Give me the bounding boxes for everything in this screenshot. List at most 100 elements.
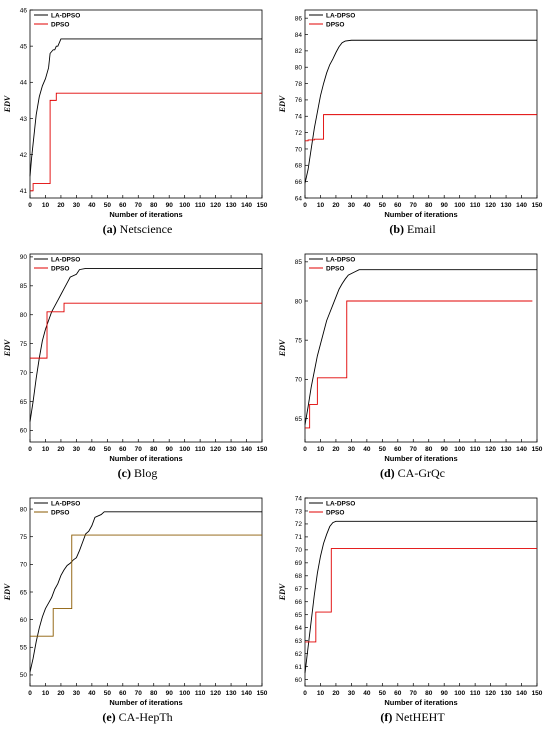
y-axis-label: EDV bbox=[278, 583, 287, 601]
panel-dataset-name: CA-HepTh bbox=[115, 710, 173, 724]
x-tick-label: 30 bbox=[348, 202, 356, 209]
x-tick-label: 130 bbox=[501, 446, 512, 453]
x-tick-label: 140 bbox=[516, 690, 527, 697]
x-tick-label: 40 bbox=[88, 202, 96, 209]
y-tick-label: 70 bbox=[295, 146, 303, 153]
chart-panel-5: 0 10 20 30 40 50 60 70 80 90 100 110 120 130 140 150 50 5… bbox=[0, 488, 275, 728]
x-tick-label: 150 bbox=[532, 690, 543, 697]
x-tick-label: 10 bbox=[42, 202, 50, 209]
legend-label: LA-DPSO bbox=[51, 12, 80, 19]
y-tick-label: 60 bbox=[20, 617, 28, 624]
y-tick-label: 68 bbox=[295, 573, 303, 580]
x-tick-label: 40 bbox=[363, 690, 371, 697]
panel-caption: (e) CA-HepTh bbox=[0, 710, 275, 725]
x-tick-label: 150 bbox=[532, 202, 543, 209]
x-axis-label: Number of iterations bbox=[384, 454, 457, 463]
y-tick-label: 84 bbox=[295, 32, 303, 39]
x-tick-label: 20 bbox=[57, 202, 65, 209]
x-tick-label: 120 bbox=[210, 446, 221, 453]
x-tick-label: 20 bbox=[57, 446, 65, 453]
x-tick-label: 110 bbox=[470, 690, 481, 697]
panel-label: (c) bbox=[117, 466, 131, 480]
y-tick-label: 75 bbox=[20, 341, 28, 348]
y-tick-label: 66 bbox=[295, 599, 303, 606]
panel-label: (b) bbox=[389, 222, 404, 236]
x-tick-label: 0 bbox=[28, 202, 32, 209]
y-axis-label: EDV bbox=[3, 95, 12, 113]
y-tick-label: 90 bbox=[20, 254, 28, 261]
y-tick-label: 61 bbox=[295, 664, 303, 671]
series-line-dpso bbox=[30, 302, 262, 359]
panel-caption: (d) CA-GrQc bbox=[275, 466, 550, 481]
legend-label: LA-DPSO bbox=[51, 256, 80, 263]
panel-dataset-name: Blog bbox=[130, 466, 158, 480]
plot-frame bbox=[29, 497, 263, 687]
x-tick-label: 110 bbox=[470, 202, 481, 209]
x-tick-label: 40 bbox=[88, 690, 96, 697]
x-tick-label: 110 bbox=[195, 690, 206, 697]
x-tick-label: 110 bbox=[195, 202, 206, 209]
x-tick-label: 10 bbox=[42, 690, 50, 697]
x-tick-label: 60 bbox=[394, 446, 402, 453]
y-tick-label: 46 bbox=[20, 7, 28, 14]
x-tick-label: 120 bbox=[485, 202, 496, 209]
x-tick-label: 30 bbox=[73, 690, 81, 697]
x-tick-label: 90 bbox=[166, 446, 174, 453]
series-line-dpso bbox=[305, 548, 537, 643]
x-tick-label: 120 bbox=[210, 690, 221, 697]
y-tick-label: 76 bbox=[295, 97, 303, 104]
y-tick-label: 74 bbox=[295, 114, 303, 121]
series-line-dpso bbox=[305, 114, 537, 142]
y-tick-label: 72 bbox=[295, 521, 303, 528]
x-tick-label: 80 bbox=[150, 446, 158, 453]
panel-label: (d) bbox=[380, 466, 395, 480]
x-tick-label: 70 bbox=[135, 202, 143, 209]
x-tick-label: 60 bbox=[119, 446, 127, 453]
panel-dataset-name: Email bbox=[404, 222, 436, 236]
x-tick-label: 10 bbox=[42, 446, 50, 453]
panel-label: (a) bbox=[102, 222, 117, 236]
y-tick-label: 50 bbox=[20, 672, 28, 679]
x-tick-label: 20 bbox=[332, 690, 340, 697]
x-tick-label: 0 bbox=[28, 690, 32, 697]
x-axis-label: Number of iterations bbox=[109, 210, 182, 219]
y-tick-label: 67 bbox=[295, 586, 303, 593]
x-tick-label: 70 bbox=[135, 446, 143, 453]
x-tick-label: 60 bbox=[394, 690, 402, 697]
plot-frame bbox=[29, 9, 263, 199]
x-axis-label: Number of iterations bbox=[384, 210, 457, 219]
chart-svg: 0 10 20 30 40 50 60 70 80 90 100 110 120 130 140 150 60 6… bbox=[278, 495, 543, 707]
panel-dataset-name: Netscience bbox=[116, 222, 173, 236]
x-tick-label: 100 bbox=[179, 202, 190, 209]
series-line-dpso bbox=[305, 300, 533, 429]
x-tick-label: 150 bbox=[257, 690, 268, 697]
y-tick-label: 68 bbox=[295, 163, 303, 170]
y-tick-label: 80 bbox=[20, 312, 28, 319]
plot-frame bbox=[304, 253, 538, 443]
x-tick-label: 10 bbox=[317, 202, 325, 209]
y-tick-label: 80 bbox=[295, 65, 303, 72]
x-tick-label: 120 bbox=[485, 446, 496, 453]
y-tick-label: 41 bbox=[20, 188, 28, 195]
y-tick-label: 80 bbox=[295, 298, 303, 305]
x-tick-label: 80 bbox=[425, 690, 433, 697]
x-tick-label: 120 bbox=[210, 202, 221, 209]
x-axis-label: Number of iterations bbox=[109, 698, 182, 707]
x-tick-label: 100 bbox=[454, 446, 465, 453]
x-tick-label: 130 bbox=[501, 202, 512, 209]
chart-panel-2: 0 10 20 30 40 50 60 70 80 90 100 110 120 130 140 150 64 6… bbox=[275, 0, 550, 240]
y-tick-label: 69 bbox=[295, 560, 303, 567]
panel-dataset-name: CA-GrQc bbox=[394, 466, 445, 480]
panel-caption: (c) Blog bbox=[0, 466, 275, 481]
series-line-la-dpso bbox=[29, 38, 262, 177]
y-tick-label: 64 bbox=[295, 195, 303, 202]
x-tick-label: 140 bbox=[516, 446, 527, 453]
x-tick-label: 80 bbox=[150, 202, 158, 209]
x-tick-label: 80 bbox=[425, 446, 433, 453]
series-line-la-dpso bbox=[304, 520, 537, 674]
x-tick-label: 10 bbox=[317, 446, 325, 453]
x-tick-label: 50 bbox=[379, 202, 387, 209]
y-axis-label: EDV bbox=[3, 339, 12, 357]
x-tick-label: 10 bbox=[317, 690, 325, 697]
x-tick-label: 0 bbox=[303, 202, 307, 209]
